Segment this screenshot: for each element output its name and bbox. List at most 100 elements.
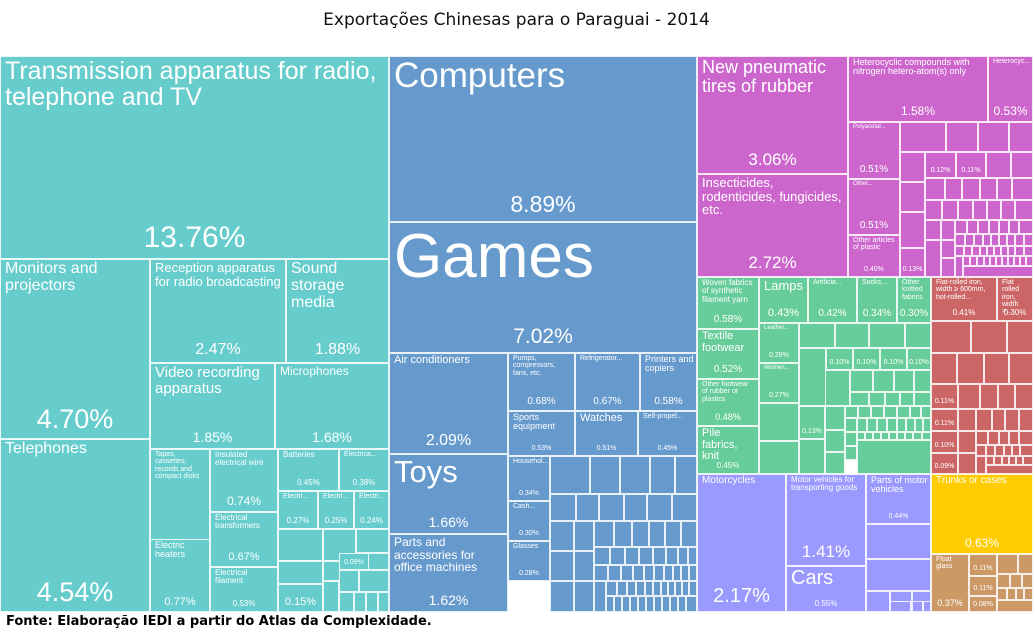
treemap-tile-minor: [912, 601, 923, 612]
treemap-tile[interactable]: Polyacetal... 0.51%: [848, 122, 900, 179]
treemap-tile[interactable]: 0.10%: [853, 348, 880, 370]
treemap-tile[interactable]: 0.11%: [956, 152, 986, 178]
treemap-tile[interactable]: Transmission apparatus for radio, teleph…: [0, 56, 389, 259]
treemap-tile[interactable]: 0.10%: [880, 348, 907, 370]
treemap-tile[interactable]: Watches 0.51%: [575, 411, 638, 456]
treemap-tile-minor: [923, 601, 931, 612]
treemap-tile[interactable]: Cars 0.55%: [786, 566, 866, 612]
tile-label: Flat rolled iron, width >...: [1002, 279, 1020, 316]
treemap-tile[interactable]: Electri... 0.24%: [354, 491, 389, 529]
treemap-tile[interactable]: Other footwear of rubber or plastics 0.48…: [697, 379, 759, 426]
treemap-tile[interactable]: Insecticides, rodenticides, fungicides, …: [697, 174, 848, 277]
treemap-tile[interactable]: Leather... 0.28%: [759, 323, 799, 363]
treemap-tile[interactable]: Other... 0.51%: [848, 179, 900, 235]
treemap-tile[interactable]: 0.11%: [931, 409, 958, 431]
treemap-tile[interactable]: 0.11%: [931, 384, 958, 409]
treemap-tile[interactable]: Lamps 0.43%: [759, 277, 808, 323]
treemap-tile[interactable]: Other articles of plastic 0.40%: [848, 235, 900, 277]
treemap-tile[interactable]: Electric heaters 0.77%: [150, 539, 210, 612]
treemap-tile[interactable]: Socks,... 0.34%: [857, 277, 897, 323]
treemap-tile[interactable]: Electrica... 0.38%: [339, 449, 389, 491]
treemap-tile[interactable]: Glasses 0.28%: [508, 541, 550, 581]
treemap-tile[interactable]: Toys 1.66%: [389, 454, 508, 534]
treemap-tile[interactable]: Video recording apparatus 1.85%: [150, 363, 275, 449]
treemap-tile[interactable]: Pumps, compressors, fans, etc. 0.68%: [508, 353, 575, 411]
treemap-tile[interactable]: Flat-rolled iron, width ≥ 600mm, hot-rol…: [931, 277, 997, 321]
tile-value: 0.34%: [862, 308, 892, 319]
treemap-tile[interactable]: 0.10%: [826, 348, 853, 370]
tile-label: Cash...: [513, 503, 536, 510]
treemap-tile[interactable]: Textile footwear 0.52%: [697, 329, 759, 379]
treemap-tile[interactable]: Electrical transformers 0.67%: [210, 512, 278, 567]
treemap-tile[interactable]: Pile fabrics, knit 0.45%: [697, 426, 759, 474]
treemap-tile[interactable]: 0.15%: [278, 584, 323, 612]
treemap-tile-minor: [1009, 353, 1033, 384]
treemap-tile[interactable]: 0.12%: [925, 152, 956, 178]
treemap-tile-minor: [997, 600, 1033, 612]
treemap-tile[interactable]: Motorcycles 2.17%: [697, 474, 786, 612]
treemap-tile-minor: [845, 418, 857, 432]
treemap-tile[interactable]: Parts and accessories for office machine…: [389, 534, 508, 612]
treemap-tile[interactable]: Flat rolled iron, width >... 0.30%: [997, 277, 1033, 321]
treemap-tile[interactable]: Heterocyc... 0.53%: [988, 56, 1033, 122]
treemap-tile[interactable]: Trunks or cases 0.63%: [931, 474, 1033, 554]
treemap-tile[interactable]: Insulated electrical wire 0.74%: [210, 449, 278, 512]
treemap-tile[interactable]: 0.11%: [969, 554, 997, 576]
treemap-tile[interactable]: Air conditioners 2.09%: [389, 353, 508, 454]
treemap-tile[interactable]: Women... 0.27%: [759, 363, 799, 403]
treemap-tile[interactable]: Sound storage media 1.88%: [286, 259, 389, 363]
treemap-tile[interactable]: 0.10%: [907, 348, 931, 370]
treemap-tile[interactable]: Electrical filament 0.53%: [210, 567, 278, 612]
treemap-tile[interactable]: Cash... 0.30%: [508, 501, 550, 541]
treemap-tile[interactable]: New pneumatic tires of rubber 3.06%: [697, 56, 848, 174]
treemap-tile-minor: [955, 234, 965, 246]
treemap-tile-minor: [638, 596, 646, 612]
treemap-tile-minor: [980, 178, 997, 200]
treemap-tile[interactable]: Other knitted fabrics 0.30%: [897, 277, 931, 323]
treemap-tile[interactable]: Househol... 0.34%: [508, 456, 550, 501]
treemap-tile[interactable]: 0.13%: [799, 406, 825, 439]
treemap-tile[interactable]: 0.09%: [339, 553, 369, 570]
treemap-tile[interactable]: 0.13%: [900, 248, 925, 277]
treemap-tile[interactable]: Batteries 0.45%: [278, 449, 339, 491]
treemap-tile[interactable]: Sports equipment 0.53%: [508, 411, 575, 456]
treemap-tile[interactable]: Computers 8.89%: [389, 56, 697, 222]
source-note: Fonte: Elaboração IEDI a partir do Atlas…: [6, 614, 432, 629]
treemap-tile-minor: [890, 601, 911, 612]
tile-value: 0.11%: [973, 565, 993, 572]
treemap-tile-minor: [339, 570, 359, 592]
tile-value: 0.51%: [596, 445, 617, 452]
treemap-tile-minor: [997, 178, 1012, 200]
treemap-tile-minor: [366, 592, 378, 612]
treemap-tile[interactable]: Reception apparatus for radio broadcasti…: [150, 259, 286, 363]
treemap-tile-minor: [845, 446, 857, 460]
treemap-tile[interactable]: Printers and copiers 0.58%: [640, 353, 697, 411]
treemap-tile-minor: [630, 596, 638, 612]
tile-label: Telephones: [5, 440, 87, 457]
treemap-tile-minor: [625, 547, 639, 565]
treemap-tile-minor: [665, 521, 681, 547]
treemap-tile[interactable]: Microphones 1.68%: [275, 363, 389, 449]
treemap-tile[interactable]: 0.09%: [931, 453, 958, 474]
treemap-tile[interactable]: Games 7.02%: [389, 222, 697, 353]
tile-label: Other articles of plastic: [853, 237, 895, 252]
treemap-tile[interactable]: Electri... 0.27%: [278, 491, 318, 529]
treemap-tile[interactable]: 0.08%: [969, 596, 997, 612]
tile-value: 0.55%: [814, 599, 838, 608]
treemap-tile[interactable]: Woven fabrics of synthetic filament yarn…: [697, 277, 759, 329]
tile-value: 0.58%: [654, 396, 683, 407]
treemap-tile[interactable]: Self-propel... 0.45%: [638, 411, 697, 456]
tile-label: Batteries: [283, 450, 315, 459]
treemap-tile[interactable]: Telephones 4.54%: [0, 439, 150, 612]
treemap-tile[interactable]: Artificia... 0.42%: [808, 277, 857, 323]
treemap-tile[interactable]: Parts of motor vehicles 0.44%: [866, 474, 931, 524]
treemap-tile[interactable]: Heterocyclic compounds with nitrogen het…: [848, 56, 988, 122]
treemap-tile[interactable]: Motor vehicles for transporting goods 1.4…: [786, 474, 866, 566]
treemap-tile[interactable]: Refrigerator... 0.67%: [575, 353, 640, 411]
treemap-tile[interactable]: Float glass 0.37%: [931, 554, 969, 612]
treemap-tile[interactable]: Monitors and projectors 4.70%: [0, 259, 150, 439]
treemap-tile-minor: [978, 122, 1009, 152]
treemap-tile[interactable]: 0.10%: [931, 431, 958, 453]
treemap-tile[interactable]: 0.11%: [969, 576, 997, 596]
treemap-tile[interactable]: Electri... 0.25%: [318, 491, 354, 529]
